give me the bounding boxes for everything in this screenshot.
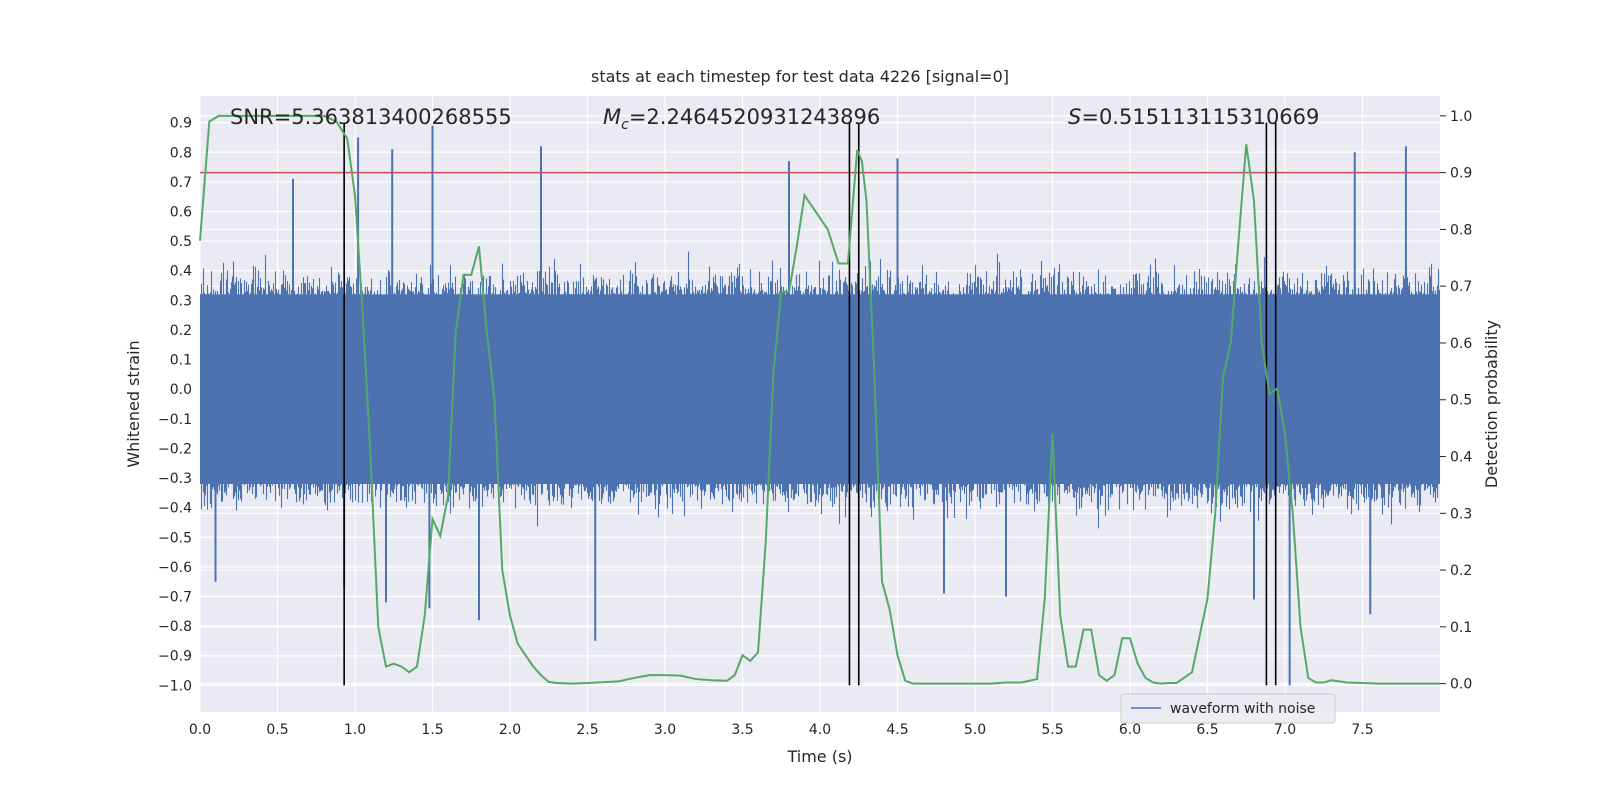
- x-tick-label: 2.5: [576, 722, 598, 738]
- y-left-tick-label: 0.3: [170, 293, 192, 309]
- y-right-tick-label: 0.1: [1450, 620, 1472, 636]
- y-left-tick-label: 0.8: [170, 145, 192, 161]
- spin-annotation: S=0.515113115310669: [1068, 105, 1319, 129]
- y-right-tick-label: 0.2: [1450, 563, 1472, 579]
- y-right-tick-label: 0.0: [1450, 677, 1472, 693]
- y-left-tick-label: −0.2: [158, 441, 192, 457]
- x-tick-label: 3.5: [731, 722, 753, 738]
- waveform-with-noise-series: [199, 125, 1441, 686]
- x-tick-label: 0.0: [189, 722, 211, 738]
- overlay-lines: [199, 114, 1440, 686]
- x-tick-label: 7.0: [1274, 722, 1296, 738]
- chart-title: stats at each timestep for test data 422…: [591, 67, 1009, 86]
- y-right-tick-label: 0.6: [1450, 336, 1472, 352]
- spin-symbol: S: [1068, 105, 1081, 129]
- y-left-tick-label: −0.4: [158, 501, 192, 517]
- y-left-tick-label: −1.0: [158, 678, 192, 694]
- y-left-tick-label: 0.7: [170, 175, 192, 191]
- legend-label-waveform: waveform with noise: [1170, 701, 1315, 717]
- y-right-tick-label: 0.3: [1450, 506, 1472, 522]
- chirp-mass-symbol: M: [603, 105, 621, 129]
- x-tick-label: 6.0: [1119, 722, 1141, 738]
- y-left-tick-label: −0.8: [158, 619, 192, 635]
- y-right-tick-label: 1.0: [1450, 109, 1472, 125]
- x-tick-label: 4.0: [809, 722, 831, 738]
- y-left-tick-label: 0.9: [170, 116, 192, 132]
- chirp-mass-subscript: c: [621, 117, 629, 133]
- y-left-axis-label: Whitened strain: [124, 340, 143, 467]
- x-tick-label: 1.5: [421, 722, 443, 738]
- x-tick-label: 4.5: [886, 722, 908, 738]
- y-right-tick-label: 0.7: [1450, 279, 1472, 295]
- x-tick-label: 7.5: [1351, 722, 1373, 738]
- y-left-tick-label: 0.0: [170, 382, 192, 398]
- x-tick-label: 6.5: [1196, 722, 1218, 738]
- y-left-tick-label: 0.6: [170, 205, 192, 221]
- x-tick-label: 2.0: [499, 722, 521, 738]
- y-right-tick-label: 0.9: [1450, 166, 1472, 182]
- y-right-tick-label: 0.4: [1450, 450, 1472, 466]
- y-right-tick-label: 0.8: [1450, 222, 1472, 238]
- y-left-tick-label: 0.2: [170, 323, 192, 339]
- y-left-tick-label: 0.1: [170, 353, 192, 369]
- y-left-tick-label: −0.1: [158, 412, 192, 428]
- y-left-tick-label: −0.5: [158, 530, 192, 546]
- snr-annotation: SNR=5.363813400268555: [230, 105, 512, 129]
- plot-area: [199, 96, 1441, 712]
- detection-probability-line: [199, 114, 1440, 685]
- waveform-trace: [199, 251, 1441, 529]
- x-tick-label: 3.0: [654, 722, 676, 738]
- y-left-tick-label: −0.6: [158, 560, 192, 576]
- y-right-axis-ticks: 1.0 0.9 0.8 0.7 0.6 0.5 0.4 0.3 0.2 0.1 0.0: [1440, 109, 1472, 693]
- x-tick-label: 1.0: [344, 722, 366, 738]
- chirp-mass-value: =2.2464520931243896: [629, 105, 880, 129]
- y-right-tick-label: 0.5: [1450, 393, 1472, 409]
- legend-box: [1120, 693, 1336, 724]
- y-left-tick-label: 0.4: [170, 264, 192, 280]
- y-left-tick-label: −0.9: [158, 649, 192, 665]
- spin-value: =0.515113115310669: [1081, 105, 1319, 129]
- y-left-tick-label: 0.5: [170, 234, 192, 250]
- y-left-tick-label: −0.3: [158, 471, 192, 487]
- chirp-mass-annotation: Mc=2.2464520931243896: [603, 105, 880, 133]
- legend: waveform with noise: [1120, 693, 1336, 724]
- x-tick-label: 5.0: [964, 722, 986, 738]
- y-left-axis-ticks: 0.9 0.8 0.7 0.6 0.5 0.4 0.3 0.2 0.1 0.0 −0.1 −0.2 −0…: [158, 116, 192, 695]
- y-left-tick-label: −0.7: [158, 590, 192, 606]
- x-tick-label: 5.5: [1041, 722, 1063, 738]
- y-right-axis-label: Detection probability: [1482, 320, 1501, 488]
- x-axis-ticks: 0.0 0.5 1.0 1.5 2.0 2.5 3.0 3.5 4.0 4.5 5.0 5.5 6.0 6…: [189, 722, 1374, 738]
- x-axis-label: Time (s): [786, 747, 852, 766]
- x-tick-label: 0.5: [266, 722, 288, 738]
